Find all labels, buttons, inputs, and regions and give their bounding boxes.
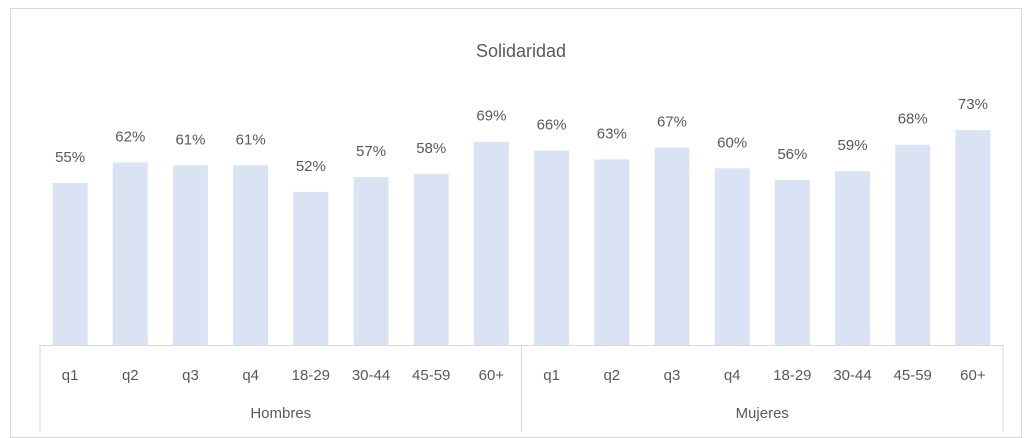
x-tick-label: 30-44 xyxy=(833,367,871,384)
bar xyxy=(774,180,810,345)
data-label: 69% xyxy=(476,108,506,125)
bar xyxy=(353,177,389,345)
bar xyxy=(52,183,88,345)
data-label: 66% xyxy=(537,117,567,134)
x-tick-label: 60+ xyxy=(960,367,986,384)
data-label: 68% xyxy=(898,111,928,128)
data-label: 62% xyxy=(115,128,145,145)
data-label: 57% xyxy=(356,143,386,160)
bar xyxy=(413,174,449,345)
bar xyxy=(473,141,509,345)
x-tick-label: 60+ xyxy=(479,367,505,384)
x-tick-label: q1 xyxy=(62,367,79,384)
data-label: 73% xyxy=(958,96,988,113)
x-tick-label: 45-59 xyxy=(412,367,450,384)
x-tick-label: 30-44 xyxy=(352,367,390,384)
bar xyxy=(895,144,931,345)
bar xyxy=(835,171,871,345)
data-label: 60% xyxy=(717,134,747,151)
x-tick-label: 18-29 xyxy=(773,367,811,384)
group-label: Hombres xyxy=(250,405,311,422)
data-label: 61% xyxy=(236,131,266,148)
data-label: 59% xyxy=(838,137,868,154)
bar xyxy=(112,162,148,345)
bar xyxy=(233,165,269,345)
x-tick-label: q4 xyxy=(724,367,741,384)
x-tick-label: q1 xyxy=(543,367,560,384)
bar xyxy=(534,150,570,345)
x-tick-label: q3 xyxy=(182,367,199,384)
bar xyxy=(172,165,208,345)
x-tick-label: 45-59 xyxy=(894,367,932,384)
bar xyxy=(714,168,750,345)
data-label: 61% xyxy=(175,131,205,148)
x-tick-label: q4 xyxy=(242,367,259,384)
data-label: 55% xyxy=(55,149,85,166)
data-label: 63% xyxy=(597,125,627,142)
x-tick-label: q2 xyxy=(122,367,139,384)
bar xyxy=(293,191,329,345)
x-tick-label: q3 xyxy=(664,367,681,384)
chart-title: Solidaridad xyxy=(476,41,566,61)
bar xyxy=(955,130,991,345)
data-label: 52% xyxy=(296,158,326,175)
x-tick-label: 18-29 xyxy=(292,367,330,384)
data-label: 56% xyxy=(777,146,807,163)
bar xyxy=(594,159,630,345)
group-label: Mujeres xyxy=(736,405,789,422)
bar xyxy=(654,147,690,345)
data-label: 58% xyxy=(416,140,446,157)
x-tick-label: q2 xyxy=(603,367,620,384)
data-label: 67% xyxy=(657,114,687,131)
